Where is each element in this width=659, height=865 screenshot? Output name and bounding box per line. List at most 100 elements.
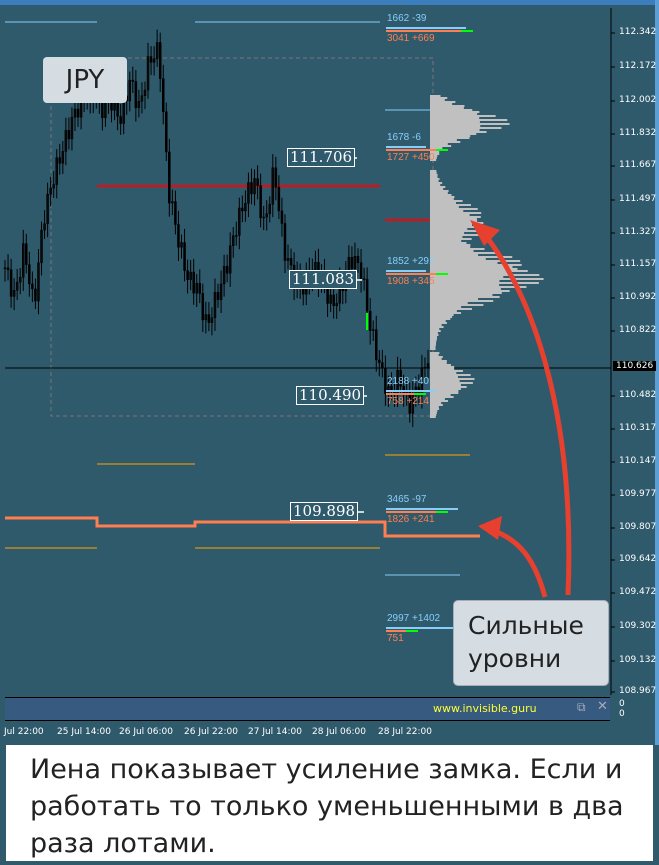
volume-profile-bar <box>430 119 508 121</box>
candle-body <box>283 223 287 261</box>
volume-profile-bar <box>430 111 480 113</box>
candle-body <box>3 267 7 270</box>
volume-profile-bar <box>430 410 438 412</box>
candle-body <box>177 224 180 248</box>
indicator-subwindow[interactable]: www.invisible.guru ⧉ ✕ <box>5 697 610 721</box>
volume-profile-bar <box>430 326 444 328</box>
volume-profile-bar <box>430 206 459 208</box>
volume-profile-bar <box>430 228 468 230</box>
volume-profile-bar <box>430 364 451 366</box>
price-level-label: 111.706 <box>287 148 356 167</box>
volume-profile-bar <box>430 310 457 312</box>
candle-body <box>265 213 268 218</box>
candle-body <box>161 78 165 112</box>
volume-profile-bar <box>430 356 443 358</box>
candle-body <box>43 223 46 231</box>
volume-profile-bar <box>430 268 518 270</box>
candle-body <box>180 242 183 248</box>
volume-profile-bar <box>430 294 493 296</box>
candle-body <box>368 310 372 331</box>
candle-body <box>238 207 241 236</box>
volume-profile-bar <box>430 346 436 348</box>
volume-profile-bar <box>430 210 464 212</box>
candle-body <box>256 178 259 186</box>
volume-profile-bar <box>430 380 460 382</box>
volume-profile-bar <box>430 370 463 372</box>
volume-profile-bar <box>430 256 513 258</box>
close-icon[interactable]: ✕ <box>597 699 608 714</box>
volume-profile-bar <box>430 216 481 218</box>
level-sell-stat: 758 +214 <box>387 396 429 407</box>
volume-profile-bar <box>430 147 443 149</box>
volume-profile-bar <box>430 366 455 368</box>
volume-profile-bar <box>430 352 440 354</box>
candle-body <box>365 279 369 312</box>
candle-body <box>314 261 317 271</box>
y-tick-label: 109.132 <box>619 655 657 665</box>
candle-body <box>259 185 262 219</box>
delta-bar <box>414 393 426 395</box>
volume-profile-bar <box>430 174 438 176</box>
volume-profile-bar <box>430 143 448 145</box>
volume-profile-bar <box>430 320 446 322</box>
volume-profile-bar <box>430 159 437 161</box>
candle-body <box>353 255 357 269</box>
level-sell-stat: 3041 +669 <box>387 33 435 44</box>
candle-body <box>70 116 74 140</box>
candle-body <box>183 242 186 271</box>
volume-profile-bar <box>430 336 438 338</box>
sell-volume-bar <box>386 149 436 151</box>
volume-profile-bar <box>430 103 453 105</box>
candle-body <box>73 108 77 118</box>
restore-icon[interactable]: ⧉ <box>577 700 586 714</box>
candle-body <box>146 56 150 91</box>
candle-body <box>381 362 384 369</box>
volume-profile-bar <box>430 376 458 378</box>
level-buy-stat: 2188 +40 <box>387 376 429 387</box>
volume-profile-bar <box>430 105 465 107</box>
candle-body <box>250 182 253 195</box>
sell-volume-bar <box>386 273 436 275</box>
volume-profile-bar <box>430 190 449 192</box>
volume-profile-bar <box>430 354 439 356</box>
candle-body <box>335 302 338 307</box>
price-level-label: 110.490 <box>296 386 365 405</box>
level-buy-stat: 1678 -6 <box>387 132 421 143</box>
volume-profile-bar <box>430 266 513 268</box>
candle-body <box>171 201 174 204</box>
x-tick-label: 26 Jul 06:00 <box>119 727 173 737</box>
candle-body <box>231 235 235 247</box>
volume-profile-bar <box>430 196 455 198</box>
candle-body <box>18 277 22 283</box>
volume-profile-bar <box>430 400 448 402</box>
candle-body <box>76 108 80 118</box>
volume-profile-bar <box>430 284 500 286</box>
volume-profile-bar <box>430 244 471 246</box>
volume-profile-bar <box>430 324 442 326</box>
volume-profile-bar <box>430 342 437 344</box>
volume-profile-bar <box>430 180 439 182</box>
volume-profile-bar <box>430 368 455 370</box>
candle-body <box>286 258 290 261</box>
candle-body <box>228 245 232 274</box>
y-tick-label: 112.002 <box>619 95 657 105</box>
candle-body <box>165 111 168 153</box>
candle-body <box>198 283 202 294</box>
volume-profile-bar <box>430 392 459 394</box>
candle-body <box>387 385 390 394</box>
candle-body <box>378 359 381 363</box>
volume-profile-bar <box>430 125 481 127</box>
candle-body <box>134 81 138 109</box>
volume-profile-bar <box>430 214 470 216</box>
volume-profile-bar <box>430 107 464 109</box>
candle-body <box>225 265 229 274</box>
sell-volume-bar <box>386 30 461 32</box>
volume-profile-bar <box>430 117 480 119</box>
candle-body <box>40 229 43 264</box>
y-tick-label: 111.327 <box>619 227 657 237</box>
candle-body <box>143 89 147 96</box>
volume-profile-bar <box>430 386 467 388</box>
delta-bar <box>436 149 448 151</box>
candle-body <box>28 264 31 285</box>
volume-profile-bar <box>430 236 463 238</box>
